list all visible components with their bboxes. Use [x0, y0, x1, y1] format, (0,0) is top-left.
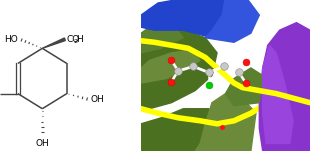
Text: 2: 2 [73, 39, 78, 44]
Polygon shape [141, 50, 200, 83]
Polygon shape [205, 0, 259, 42]
Polygon shape [42, 38, 65, 48]
Polygon shape [141, 27, 183, 53]
Polygon shape [141, 30, 217, 109]
Polygon shape [141, 109, 226, 151]
Text: OH: OH [91, 95, 104, 104]
Text: HO: HO [5, 35, 18, 44]
Text: OH: OH [35, 139, 49, 148]
Polygon shape [226, 68, 263, 106]
Text: H: H [77, 35, 83, 44]
Polygon shape [259, 23, 310, 151]
Polygon shape [195, 94, 256, 151]
Polygon shape [141, 0, 234, 38]
Text: CO: CO [66, 35, 80, 44]
Polygon shape [263, 45, 293, 143]
